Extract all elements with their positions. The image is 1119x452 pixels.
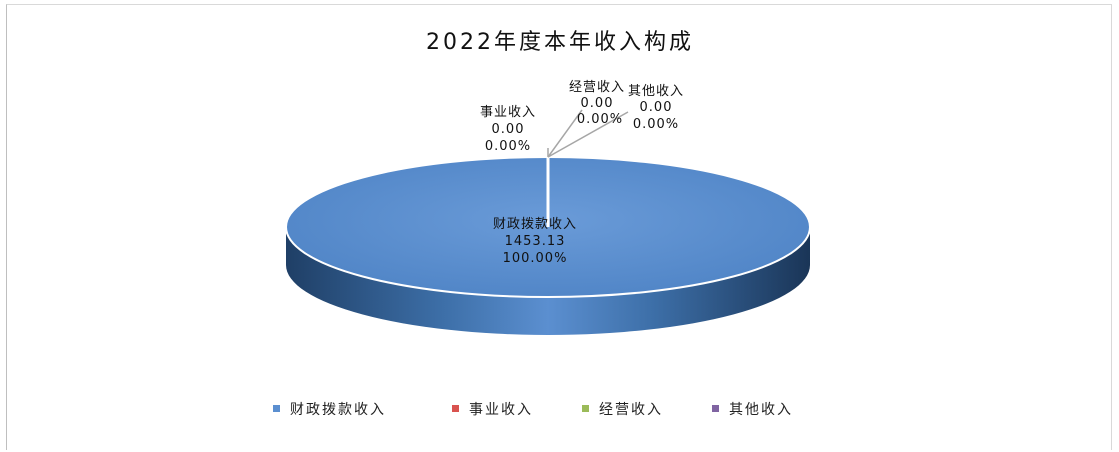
legend-marker-3[interactable] [712, 405, 719, 412]
data-label-value-2: 0.00 [581, 96, 614, 111]
legend: 财政拨款收入 事业收入 经营收入 其他收入 [273, 402, 793, 418]
chart-title: 2022年度本年收入构成 [426, 30, 694, 55]
data-label-value-0: 1453.13 [505, 234, 566, 249]
data-label-percent-0: 100.00% [503, 251, 568, 266]
leader-line-经营收入 [547, 109, 583, 158]
data-label-value-1: 0.00 [492, 122, 525, 137]
leader-line-其他收入 [547, 111, 629, 158]
legend-label-0[interactable]: 财政拨款收入 [290, 402, 386, 418]
data-label-percent-2: 0.00% [577, 112, 623, 127]
data-label-value-3: 0.00 [640, 100, 673, 115]
data-label-percent-3: 0.00% [633, 117, 679, 132]
data-label-name-3: 其他收入 [628, 84, 684, 99]
legend-label-3[interactable]: 其他收入 [729, 402, 793, 418]
chart-frame [6, 4, 1112, 450]
legend-label-1[interactable]: 事业收入 [469, 402, 533, 418]
data-label-name-0: 财政拨款收入 [493, 217, 577, 232]
legend-label-2[interactable]: 经营收入 [599, 402, 663, 418]
legend-marker-0[interactable] [273, 405, 280, 412]
legend-marker-1[interactable] [452, 405, 459, 412]
data-label-percent-1: 0.00% [485, 139, 531, 154]
legend-marker-2[interactable] [582, 405, 589, 412]
data-label-name-2: 经营收入 [569, 80, 625, 95]
data-label-name-1: 事业收入 [480, 105, 536, 120]
